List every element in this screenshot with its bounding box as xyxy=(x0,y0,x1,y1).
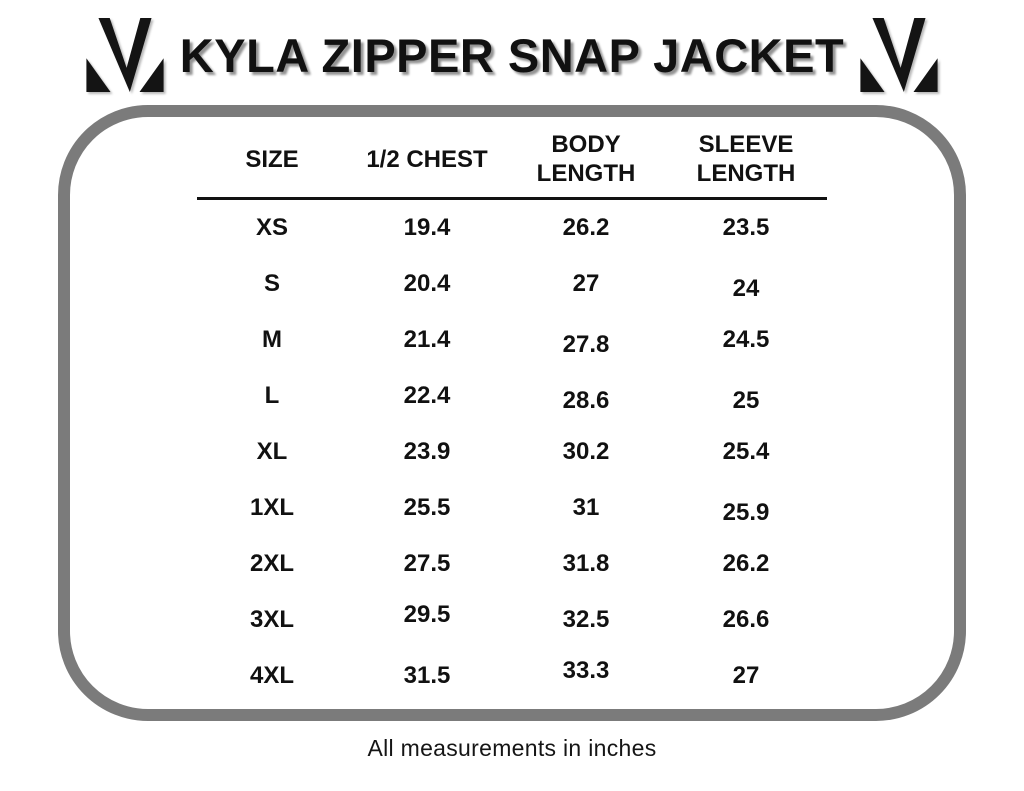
half-chest-cell: 31.5 xyxy=(403,662,451,689)
size-table-header: SIZE 1/2 CHEST BODY LENGTH SLEEVE LENGTH xyxy=(197,129,827,200)
sleeve-length-cell: 27 xyxy=(732,662,760,689)
sleeve-length-cell: 26.6 xyxy=(722,606,770,633)
body-length-cell: 32.5 xyxy=(562,606,610,633)
size-cell: M xyxy=(262,326,282,353)
table-row: 1XL 25.5 31 25.9 xyxy=(197,480,827,536)
column-header-size-label: SIZE xyxy=(245,145,299,173)
footer-note: All measurements in inches xyxy=(367,735,657,761)
half-chest-cell: 19.4 xyxy=(403,214,451,241)
title-bar: KYLA ZIPPER SNAP JACKET xyxy=(0,0,1024,98)
body-length-cell: 26.2 xyxy=(562,214,610,241)
sleeve-length-cell: 24 xyxy=(732,275,760,302)
size-cell: 4XL xyxy=(249,662,294,689)
size-cell: 2XL xyxy=(249,550,294,577)
half-chest-cell: 29.5 xyxy=(403,601,451,628)
m-monogram-icon xyxy=(860,18,938,92)
m-monogram-icon xyxy=(86,18,164,92)
table-row: S 20.4 27 24 xyxy=(197,256,827,312)
column-header-sleeve-length: SLEEVE LENGTH xyxy=(665,129,827,200)
column-header-half-chest: 1/2 CHEST xyxy=(347,129,507,200)
table-row: XS 19.4 26.2 23.5 xyxy=(197,199,827,257)
half-chest-cell: 20.4 xyxy=(403,270,451,297)
size-cell: XS xyxy=(255,214,288,241)
table-row: L 22.4 28.6 25 xyxy=(197,368,827,424)
page-title: KYLA ZIPPER SNAP JACKET xyxy=(179,28,845,82)
half-chest-cell: 25.5 xyxy=(403,494,451,521)
size-cell: 3XL xyxy=(249,606,294,633)
body-length-cell: 31 xyxy=(572,494,600,521)
body-length-cell: 27.8 xyxy=(562,331,610,358)
table-row: M 21.4 27.8 24.5 xyxy=(197,312,827,368)
size-cell: L xyxy=(264,382,280,409)
size-cell: S xyxy=(263,270,280,297)
sleeve-length-cell: 25 xyxy=(732,387,760,414)
body-length-cell: 31.8 xyxy=(562,550,610,577)
body-length-cell: 27 xyxy=(572,270,600,297)
sleeve-length-cell: 23.5 xyxy=(722,214,770,241)
table-row: 2XL 27.5 31.8 26.2 xyxy=(197,536,827,592)
column-header-body-length: BODY LENGTH xyxy=(507,129,665,200)
body-length-cell: 28.6 xyxy=(562,387,610,414)
size-table-body: XS 19.4 26.2 23.5 S 20.4 27 24 M 21.4 27… xyxy=(197,199,827,705)
sleeve-length-cell: 24.5 xyxy=(722,326,770,353)
half-chest-cell: 22.4 xyxy=(403,382,451,409)
half-chest-cell: 27.5 xyxy=(403,550,451,577)
column-header-size: SIZE xyxy=(197,129,347,200)
column-header-body-length-label: BODY LENGTH xyxy=(536,131,636,187)
size-table: SIZE 1/2 CHEST BODY LENGTH SLEEVE LENGTH… xyxy=(197,129,827,704)
size-chart-page: KYLA ZIPPER SNAP JACKET SIZE 1/2 CHEST B… xyxy=(0,0,1024,761)
column-header-sleeve-length-label: SLEEVE LENGTH xyxy=(696,131,796,187)
sleeve-length-cell: 25.4 xyxy=(722,438,770,465)
size-cell: XL xyxy=(256,438,288,465)
body-length-cell: 33.3 xyxy=(562,657,610,684)
half-chest-cell: 21.4 xyxy=(403,326,451,353)
column-header-half-chest-label: 1/2 CHEST xyxy=(366,145,488,173)
table-row: XL 23.9 30.2 25.4 xyxy=(197,424,827,480)
body-length-cell: 30.2 xyxy=(562,438,610,465)
table-row: 4XL 31.5 33.3 27 xyxy=(197,648,827,704)
size-cell: 1XL xyxy=(249,494,294,521)
sleeve-length-cell: 25.9 xyxy=(722,499,770,526)
table-row: 3XL 29.5 32.5 26.6 xyxy=(197,592,827,648)
half-chest-cell: 23.9 xyxy=(403,438,451,465)
size-chart-box: SIZE 1/2 CHEST BODY LENGTH SLEEVE LENGTH… xyxy=(58,105,966,721)
sleeve-length-cell: 26.2 xyxy=(722,550,770,577)
